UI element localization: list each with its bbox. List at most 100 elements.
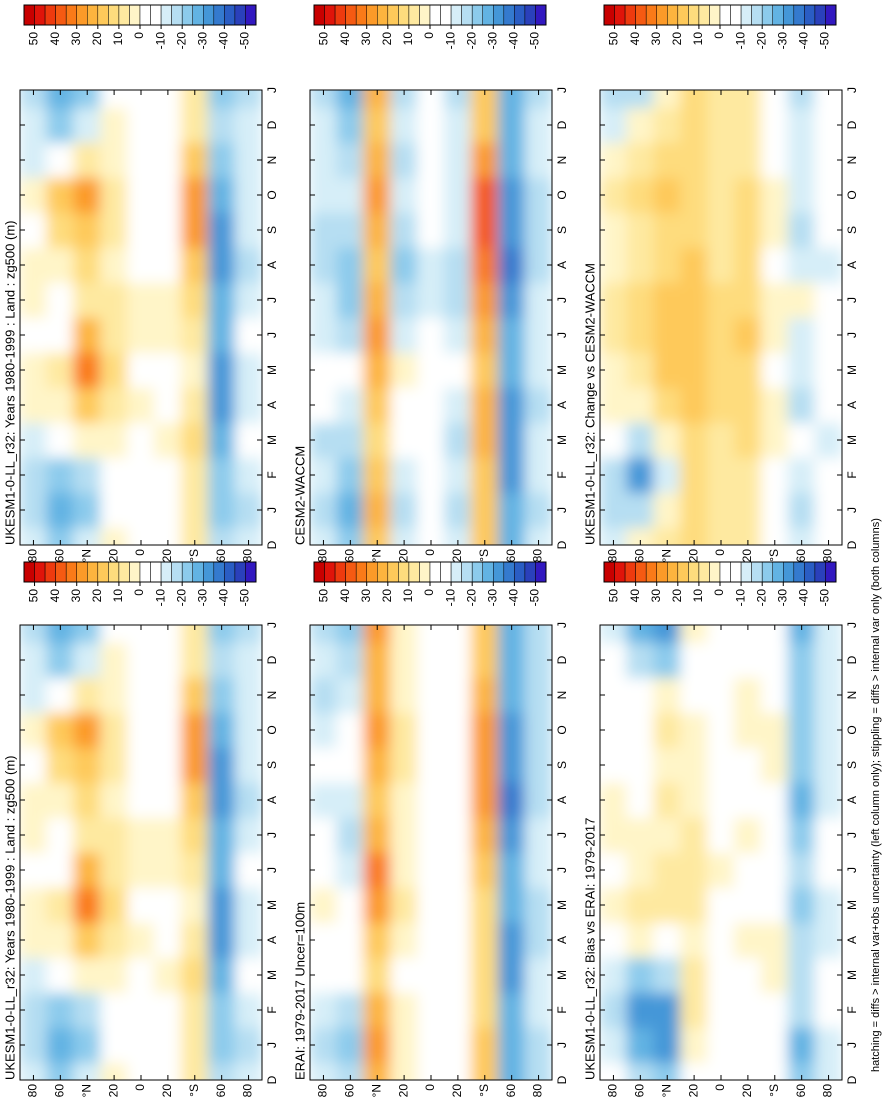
colorbar-box xyxy=(129,4,141,26)
colorbar-box xyxy=(313,4,325,26)
field-cell xyxy=(680,625,709,643)
field-cell xyxy=(390,625,419,643)
field-cell xyxy=(733,422,762,458)
field-cell xyxy=(336,922,365,958)
colorbar-label: 10 xyxy=(691,32,705,46)
x-tick-label: O xyxy=(555,725,569,734)
field-cell xyxy=(20,492,48,528)
colorbar-box xyxy=(97,561,109,583)
y-tick-label: 60 xyxy=(633,549,647,563)
field-cell xyxy=(100,887,129,923)
field-cell xyxy=(814,852,842,888)
field-cell xyxy=(443,677,472,713)
field-cell xyxy=(443,712,472,748)
field-cell xyxy=(497,817,526,853)
field-cell xyxy=(600,642,628,678)
field-clip xyxy=(20,625,262,1080)
field-cell xyxy=(443,422,472,458)
colorbar-box xyxy=(677,561,689,583)
y-tick-label: °N xyxy=(659,1084,673,1097)
field-cell xyxy=(443,817,472,853)
x-tick-label: J xyxy=(845,832,859,838)
field-cell xyxy=(73,317,102,353)
field-cell xyxy=(180,422,209,458)
field-cell xyxy=(153,677,182,713)
field-cell xyxy=(310,747,338,783)
x-tick-label: F xyxy=(265,1006,279,1013)
x-tick-label: N xyxy=(555,156,569,165)
field-cell xyxy=(46,817,75,853)
field-cell xyxy=(127,712,155,748)
field-cell xyxy=(733,492,762,528)
field-cell xyxy=(680,712,709,748)
field-cell xyxy=(363,852,392,888)
x-tick-label: O xyxy=(265,725,279,734)
panel: CESM2-WACCM D J F M A M J J A S O N D J 80 60 °N 20 0 20 °S 60… xyxy=(292,4,569,562)
field-cell xyxy=(127,957,155,993)
field-cell xyxy=(443,642,472,678)
colorbar-label: -30 xyxy=(775,32,789,50)
field-cell xyxy=(390,422,419,458)
field-cell xyxy=(100,492,129,528)
field-cell xyxy=(814,90,842,108)
field-cell xyxy=(680,992,709,1028)
field-cell xyxy=(626,992,655,1028)
colorbar-box xyxy=(783,4,795,26)
field-cell xyxy=(73,457,102,493)
field-cell xyxy=(470,625,499,643)
field-cell xyxy=(626,387,655,423)
x-tick-label: M xyxy=(265,365,279,375)
field-cell xyxy=(626,1027,655,1063)
field-cell xyxy=(207,1027,236,1063)
field-cell xyxy=(73,90,102,108)
field-cell xyxy=(497,992,526,1028)
colorbar-box xyxy=(471,561,483,583)
field-cell xyxy=(310,352,338,388)
x-tick-label: J xyxy=(265,1042,279,1048)
colorbar-box xyxy=(698,4,710,26)
field-cell xyxy=(363,492,392,528)
x-tick-label: J xyxy=(265,507,279,513)
colorbar-box xyxy=(129,561,141,583)
field-cell xyxy=(390,817,419,853)
field-cell xyxy=(443,90,472,108)
field-cell xyxy=(417,352,445,388)
field-cell xyxy=(707,922,735,958)
y-tick-label: 20 xyxy=(160,549,174,563)
field-cell xyxy=(626,852,655,888)
field-cell xyxy=(73,107,102,143)
field-cell xyxy=(180,817,209,853)
field-cell xyxy=(680,642,709,678)
field-cell xyxy=(100,282,129,318)
colorbar-box xyxy=(139,561,151,583)
field-cell xyxy=(180,677,209,713)
field-cell xyxy=(336,527,365,545)
colorbar-label: 0 xyxy=(422,32,436,39)
colorbar-label: 30 xyxy=(69,32,83,46)
colorbar-box xyxy=(719,4,731,26)
field-cell xyxy=(336,282,365,318)
field-cell xyxy=(417,957,445,993)
field-cell xyxy=(46,352,75,388)
colorbar-box xyxy=(345,4,357,26)
colorbar-label: 0 xyxy=(712,32,726,39)
field-cell xyxy=(733,852,762,888)
field-cell xyxy=(100,782,129,818)
colorbar-box xyxy=(34,4,46,26)
field-cell xyxy=(497,317,526,353)
field-cell xyxy=(207,247,236,283)
field-cell xyxy=(814,457,842,493)
field-cell xyxy=(626,142,655,178)
field-cell xyxy=(207,922,236,958)
field-cell xyxy=(207,852,236,888)
field-cell xyxy=(470,887,499,923)
field-cell xyxy=(180,887,209,923)
colorbar-box xyxy=(603,4,615,26)
field-cell xyxy=(127,642,155,678)
field-cell xyxy=(497,957,526,993)
field-cell xyxy=(127,922,155,958)
field-cell xyxy=(760,457,789,493)
panel: ERAI: 1979-2017 Uncer=100m D J F M A M J J A S O N D J… xyxy=(292,561,569,1097)
field-cell xyxy=(626,212,655,248)
field-cell xyxy=(626,782,655,818)
